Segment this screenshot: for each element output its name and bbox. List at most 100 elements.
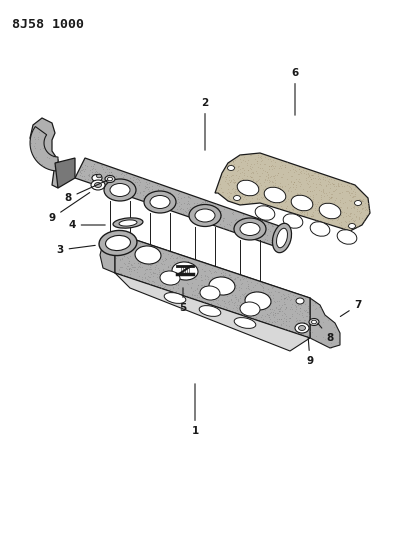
Point [208, 294, 214, 302]
Point [176, 256, 182, 265]
Point [266, 285, 273, 294]
Point [320, 187, 326, 195]
Point [331, 179, 337, 188]
Point [273, 295, 279, 303]
Point [239, 190, 245, 198]
Point [148, 252, 154, 260]
Point [123, 235, 129, 244]
Point [239, 309, 245, 317]
Point [301, 208, 307, 216]
Point [247, 308, 253, 316]
Point [86, 171, 93, 179]
Point [348, 196, 354, 205]
Point [117, 232, 123, 241]
Point [132, 246, 138, 255]
Point [273, 304, 280, 312]
Point [291, 200, 297, 208]
Point [205, 219, 211, 228]
Point [229, 276, 235, 284]
Point [245, 219, 252, 227]
Point [259, 220, 265, 229]
Point [256, 182, 263, 191]
Point [231, 187, 238, 196]
Point [270, 222, 277, 230]
Point [186, 292, 193, 300]
Point [352, 190, 358, 198]
Point [101, 174, 107, 183]
Point [272, 309, 279, 317]
Point [309, 167, 315, 176]
Point [211, 286, 217, 295]
Point [165, 276, 172, 284]
Point [302, 200, 308, 208]
Point [117, 181, 123, 190]
Point [305, 308, 311, 316]
Ellipse shape [309, 319, 319, 326]
Point [293, 320, 299, 329]
Point [249, 233, 255, 242]
Point [230, 175, 237, 183]
Point [128, 236, 134, 245]
Point [225, 160, 232, 169]
Ellipse shape [283, 214, 303, 228]
Point [290, 167, 297, 176]
Point [261, 225, 267, 234]
Point [234, 306, 241, 314]
Point [122, 240, 128, 248]
Point [196, 260, 202, 268]
Point [257, 159, 263, 168]
Point [256, 301, 262, 310]
Point [230, 178, 236, 187]
Point [257, 192, 264, 201]
Point [331, 322, 338, 331]
Point [303, 179, 310, 187]
Point [283, 321, 290, 329]
Point [270, 308, 276, 317]
Point [290, 180, 296, 188]
Point [151, 254, 158, 262]
Point [261, 160, 268, 168]
Point [200, 290, 206, 298]
Point [233, 303, 240, 312]
Point [280, 319, 286, 327]
Point [348, 184, 354, 192]
Point [293, 203, 299, 212]
Point [359, 197, 365, 205]
Point [113, 268, 120, 277]
Point [89, 173, 95, 182]
Point [122, 247, 129, 256]
Point [107, 168, 114, 176]
Point [282, 304, 288, 313]
Point [132, 185, 138, 193]
Point [134, 263, 141, 271]
Point [190, 260, 196, 269]
Point [275, 228, 282, 237]
Point [292, 184, 298, 193]
Point [119, 184, 125, 192]
Point [129, 263, 136, 271]
Point [241, 294, 248, 303]
Point [262, 235, 269, 243]
Point [178, 254, 185, 262]
Point [135, 245, 141, 253]
Point [259, 156, 265, 165]
Point [313, 201, 320, 210]
Point [236, 187, 242, 195]
Point [109, 169, 115, 178]
Point [270, 294, 276, 303]
Point [272, 157, 279, 166]
Point [275, 240, 282, 248]
Point [271, 239, 278, 248]
Point [240, 311, 247, 319]
Point [261, 302, 267, 310]
Point [350, 222, 356, 230]
Point [221, 276, 227, 285]
Point [144, 276, 151, 285]
Point [214, 278, 221, 286]
Point [281, 297, 287, 306]
Point [225, 300, 232, 308]
Point [80, 172, 87, 180]
Point [185, 256, 192, 265]
Point [158, 198, 165, 207]
Point [177, 204, 183, 213]
